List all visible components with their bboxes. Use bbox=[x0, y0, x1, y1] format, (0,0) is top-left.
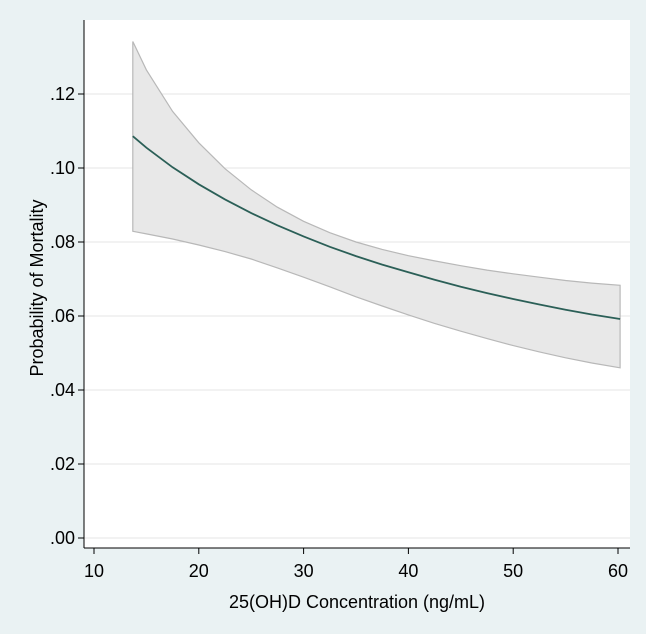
y-ticks: .00 .02 .04 .06 .08 .10 .12 bbox=[50, 84, 84, 548]
x-axis-title: 25(OH)D Concentration (ng/mL) bbox=[229, 592, 485, 612]
x-ticks: 10 20 30 40 50 60 bbox=[84, 548, 628, 581]
x-tick-label: 60 bbox=[608, 561, 628, 581]
gridlines bbox=[84, 93, 630, 539]
y-tick-label: .12 bbox=[50, 84, 75, 104]
y-tick-label: .06 bbox=[50, 306, 75, 326]
x-tick-label: 10 bbox=[84, 561, 104, 581]
confidence-band bbox=[132, 41, 621, 369]
y-tick-label: .02 bbox=[50, 454, 75, 474]
mortality-curve bbox=[132, 135, 621, 320]
axes bbox=[83, 20, 630, 549]
y-axis-title: Probability of Mortality bbox=[27, 199, 47, 376]
y-tick-label: .10 bbox=[50, 158, 75, 178]
y-tick-label: .00 bbox=[50, 528, 75, 548]
y-tick-label: .04 bbox=[50, 380, 75, 400]
x-tick-label: 40 bbox=[398, 561, 418, 581]
x-tick-label: 30 bbox=[294, 561, 314, 581]
x-tick-label: 50 bbox=[503, 561, 523, 581]
x-tick-label: 20 bbox=[189, 561, 209, 581]
y-tick-label: .08 bbox=[50, 232, 75, 252]
